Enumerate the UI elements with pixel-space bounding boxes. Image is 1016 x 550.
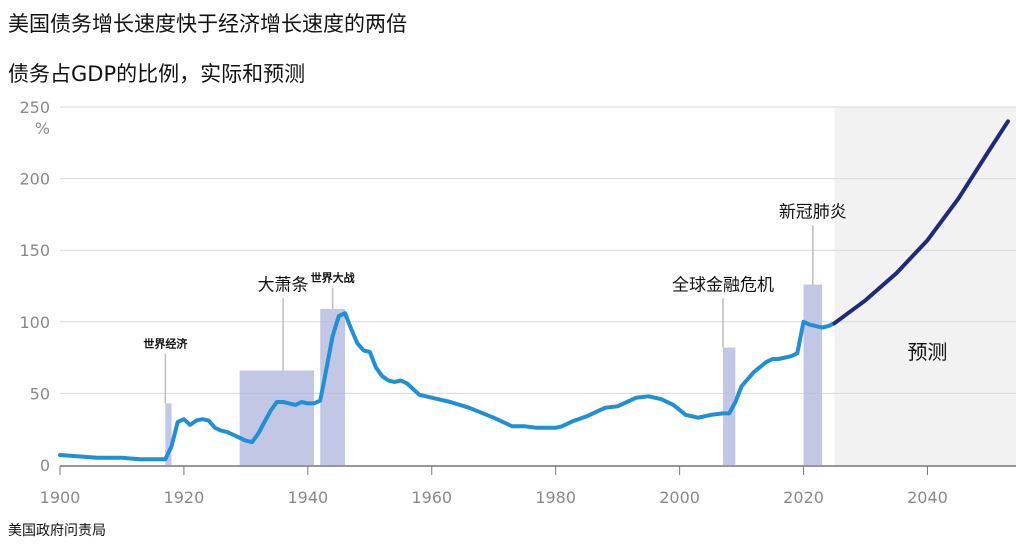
y-tick-label: 50 bbox=[30, 384, 50, 403]
x-tick-label: 1960 bbox=[411, 488, 452, 507]
x-tick-label: 2020 bbox=[783, 488, 824, 507]
forecast-series-line bbox=[832, 119, 1010, 326]
event-bar bbox=[165, 403, 172, 465]
x-tick-label: 2000 bbox=[659, 488, 700, 507]
event-label: 全球金融危机 bbox=[672, 275, 774, 295]
y-tick-label: 0 bbox=[40, 456, 50, 475]
forecast-region bbox=[834, 107, 1016, 467]
x-tick-label: 2040 bbox=[907, 488, 948, 507]
y-tick-label: 150 bbox=[19, 241, 50, 260]
forecast-label: 预测 bbox=[907, 340, 947, 364]
event-bar bbox=[239, 370, 315, 465]
event-label: 大萧条 bbox=[258, 275, 309, 295]
x-tick-label: 1940 bbox=[287, 488, 328, 507]
event-bar bbox=[803, 284, 823, 465]
x-tick-label: 1900 bbox=[40, 488, 81, 507]
y-tick-label: 250 bbox=[19, 98, 50, 117]
x-tick-label: 1920 bbox=[164, 488, 205, 507]
x-tick-label: 1980 bbox=[535, 488, 576, 507]
event-label: 新冠肺炎 bbox=[779, 202, 847, 222]
event-label: 世界大战 bbox=[311, 271, 355, 285]
chart-title: 美国债务增长速度快于经济增长速度的两倍 bbox=[8, 12, 407, 36]
source-note: 美国政府问责局 bbox=[8, 523, 106, 539]
chart-subtitle: 债务占GDP的比例，实际和预测 bbox=[8, 62, 306, 86]
event-label: 世界经济 bbox=[143, 337, 188, 351]
y-tick-label: 100 bbox=[19, 313, 50, 332]
actual-series-line bbox=[58, 311, 837, 462]
event-bar bbox=[722, 347, 736, 465]
y-tick-label: 200 bbox=[19, 170, 50, 189]
y-unit-label: % bbox=[35, 119, 50, 138]
